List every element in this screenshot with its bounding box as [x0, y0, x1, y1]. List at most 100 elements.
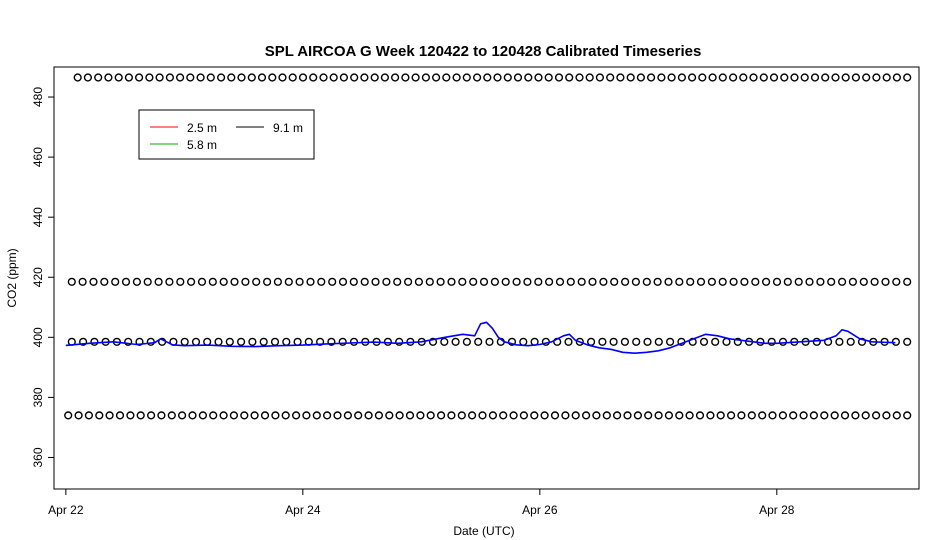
data-point: [354, 411, 363, 420]
data-point: [759, 73, 768, 82]
data-point: [540, 411, 549, 420]
y-tick-label: 440: [31, 207, 45, 227]
data-point: [711, 337, 720, 346]
data-point: [636, 73, 646, 82]
data-point: [206, 73, 215, 82]
data-point: [95, 411, 104, 420]
data-point: [499, 411, 508, 420]
data-point: [74, 411, 83, 420]
data-point: [571, 411, 580, 420]
data-point: [343, 411, 353, 420]
data-point: [364, 411, 373, 420]
data-point: [799, 411, 808, 420]
data-point: [309, 73, 318, 82]
data-point: [685, 411, 694, 420]
data-point: [370, 73, 379, 82]
data-point: [534, 277, 543, 286]
data-point: [565, 73, 574, 82]
data-point: [338, 277, 348, 286]
data-point: [747, 411, 756, 420]
legend-box: [138, 109, 315, 160]
data-point: [414, 277, 424, 286]
data-point: [268, 73, 277, 82]
x-axis-label: Date (UTC): [453, 524, 514, 538]
data-point: [882, 411, 891, 420]
data-point: [903, 337, 912, 346]
data-point: [451, 337, 460, 346]
data-point: [767, 337, 776, 346]
data-point: [769, 73, 779, 82]
data-point: [135, 73, 144, 82]
data-point: [550, 411, 560, 420]
data-point: [469, 277, 478, 286]
data-point: [816, 277, 825, 286]
data-point: [718, 277, 727, 286]
data-point: [698, 73, 707, 82]
data-point: [841, 73, 850, 82]
data-point: [135, 337, 144, 346]
data-point: [316, 337, 325, 346]
data-point: [241, 277, 250, 286]
data-point: [383, 337, 393, 346]
data-point: [196, 73, 205, 82]
data-point: [237, 337, 246, 346]
data-point: [490, 277, 500, 286]
chart-title: SPL AIRCOA G Week 120422 to 120428 Calib…: [265, 43, 702, 60]
series-line-0: [65, 321, 896, 354]
data-point: [146, 337, 155, 346]
data-point: [851, 411, 860, 420]
data-point: [479, 277, 489, 286]
data-point: [872, 73, 881, 82]
y-tick-label: 400: [31, 327, 45, 347]
data-point: [78, 337, 88, 346]
data-point: [633, 411, 643, 420]
data-point: [247, 73, 256, 82]
point-markers: [64, 73, 912, 420]
data-point: [452, 73, 461, 82]
data-point: [411, 73, 420, 82]
data-point: [544, 277, 554, 286]
data-point: [186, 73, 195, 82]
data-point: [577, 277, 586, 286]
data-point: [197, 277, 207, 286]
x-tick-label: Apr 22: [48, 503, 84, 517]
data-point: [768, 411, 777, 420]
point-row-0: [73, 73, 912, 82]
data-point: [609, 337, 618, 346]
data-point: [626, 73, 635, 82]
data-point: [903, 411, 912, 420]
data-point: [512, 277, 521, 286]
data-point: [716, 411, 725, 420]
data-point: [892, 277, 901, 286]
data-point: [225, 337, 234, 346]
data-point: [772, 277, 782, 286]
data-point: [416, 411, 425, 420]
data-point: [643, 337, 652, 346]
data-point: [575, 73, 584, 82]
data-point: [575, 337, 584, 346]
data-point: [805, 277, 814, 286]
data-point: [677, 73, 687, 82]
data-point: [675, 411, 684, 420]
data-point: [846, 337, 855, 346]
data-point: [610, 277, 619, 286]
data-point: [100, 277, 109, 286]
data-point: [447, 411, 456, 420]
data-point: [437, 411, 446, 420]
data-point: [699, 337, 709, 346]
data-point: [555, 277, 565, 286]
data-point: [468, 411, 477, 420]
data-point: [513, 73, 523, 82]
data-point: [84, 411, 94, 420]
data-point: [708, 73, 717, 82]
data-point: [176, 277, 185, 286]
data-point: [473, 73, 482, 82]
data-point: [783, 277, 792, 286]
data-point: [111, 277, 120, 286]
data-point: [485, 337, 494, 346]
data-point: [147, 411, 156, 420]
data-point: [544, 73, 553, 82]
data-point: [488, 411, 498, 420]
data-point: [726, 411, 736, 420]
y-tick-label: 380: [31, 387, 45, 407]
